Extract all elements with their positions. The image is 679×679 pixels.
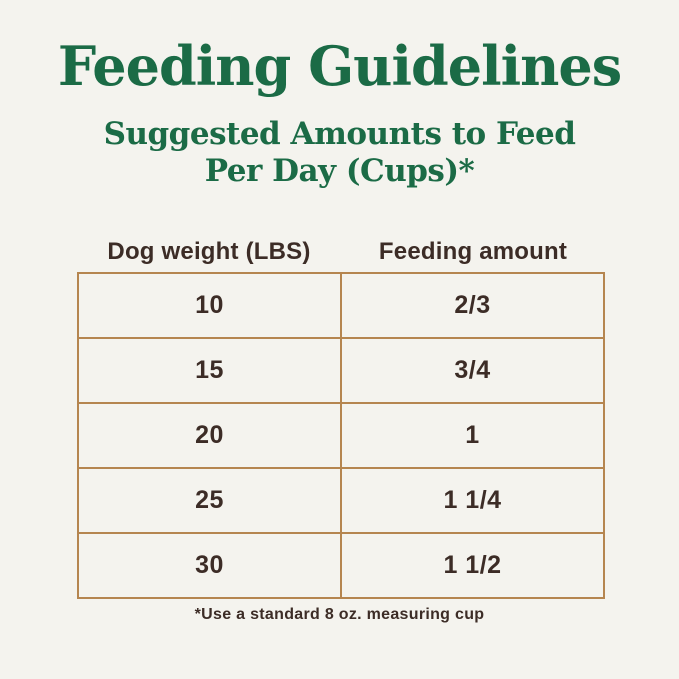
- feeding-amount-value: 1: [340, 402, 605, 469]
- dog-weight-value: 10: [77, 272, 342, 339]
- subtitle-line-2: Per Day (Cups)*: [204, 153, 475, 189]
- subtitle-line-1: Suggested Amounts to Feed: [103, 116, 576, 152]
- column-header-feeding-amount: Feeding amount: [378, 238, 568, 265]
- feeding-amount-value: 1 1/4: [340, 467, 605, 534]
- page-subtitle: Suggested Amounts to Feed Per Day (Cups)*: [0, 116, 679, 190]
- dog-weight-value: 25: [77, 467, 342, 534]
- column-header-dog-weight: Dog weight (LBS): [107, 238, 311, 265]
- table-row: 20 1: [77, 402, 605, 469]
- table-row: 15 3/4: [77, 337, 605, 404]
- dog-weight-value: 30: [77, 532, 342, 599]
- feeding-guidelines-table: 10 2/3 15 3/4 20 1 25 1 1/4 30 1 1/2: [77, 272, 605, 599]
- feeding-amount-value: 1 1/2: [340, 532, 605, 599]
- page-title: Feeding Guidelines: [57, 34, 622, 98]
- feeding-amount-value: 2/3: [340, 272, 605, 339]
- table-row: 30 1 1/2: [77, 532, 605, 599]
- dog-weight-value: 20: [77, 402, 342, 469]
- table-row: 25 1 1/4: [77, 467, 605, 534]
- measuring-cup-footnote: *Use a standard 8 oz. measuring cup: [194, 606, 485, 623]
- table-body: 10 2/3 15 3/4 20 1 25 1 1/4 30 1 1/2: [77, 272, 605, 599]
- feeding-amount-value: 3/4: [340, 337, 605, 404]
- table-header-row: Dog weight (LBS) Feeding amount: [77, 238, 605, 266]
- table-row: 10 2/3: [77, 272, 605, 339]
- dog-weight-value: 15: [77, 337, 342, 404]
